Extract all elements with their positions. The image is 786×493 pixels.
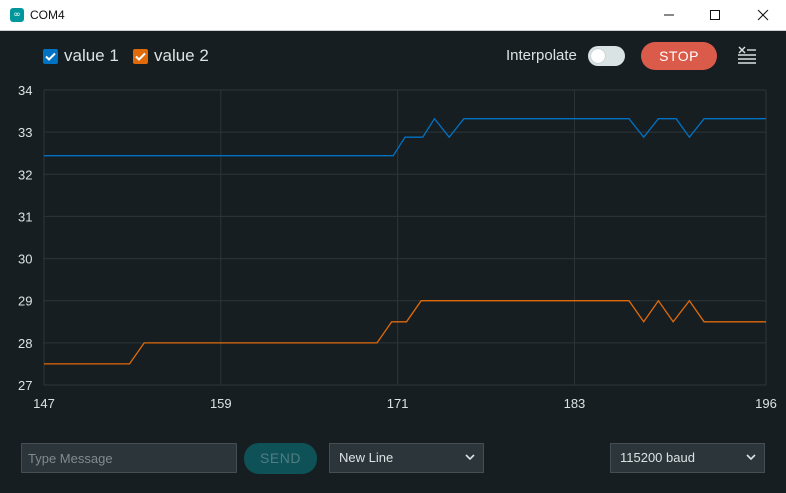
x-tick-label: 171	[387, 396, 409, 411]
maximize-button[interactable]	[692, 0, 738, 30]
check-icon	[45, 52, 56, 61]
legend-item-value-2[interactable]: value 2	[133, 46, 209, 66]
arduino-app-icon: ∞	[10, 8, 24, 22]
baud-rate-select[interactable]: 115200 baud	[610, 443, 765, 473]
send-button[interactable]: SEND	[244, 443, 317, 474]
stop-button[interactable]: STOP	[641, 42, 717, 70]
series-line-value-2	[44, 299, 766, 365]
maximize-icon	[710, 10, 720, 20]
x-tick-label: 196	[755, 396, 777, 411]
chart-series	[44, 117, 766, 365]
y-tick-label: 28	[18, 336, 32, 351]
clear-list-icon[interactable]	[737, 45, 757, 65]
y-tick-label: 34	[18, 83, 32, 98]
check-icon	[135, 52, 146, 61]
value-2-label: value 2	[154, 46, 209, 65]
value-2-checkbox[interactable]	[133, 48, 148, 64]
y-tick-label: 32	[18, 167, 32, 182]
serial-plot-chart: 27 28 29 30 31 32 33 34 147 159 171 183 196	[18, 83, 777, 411]
interpolate-toggle[interactable]	[588, 46, 625, 66]
chevron-down-icon	[746, 454, 756, 461]
x-tick-label: 183	[564, 396, 586, 411]
close-icon	[757, 9, 769, 21]
y-tick-label: 33	[18, 125, 32, 140]
interpolate-label: Interpolate	[506, 47, 577, 64]
value-1-checkbox[interactable]	[43, 48, 58, 64]
line-ending-select[interactable]: New Line	[329, 443, 484, 473]
chevron-down-icon	[465, 454, 475, 461]
series-line-value-1	[44, 117, 766, 157]
legend-item-value-1[interactable]: value 1	[43, 46, 119, 66]
y-tick-label: 30	[18, 252, 32, 267]
x-axis-ticks: 147 159 171 183 196	[33, 396, 777, 411]
message-input[interactable]	[21, 443, 237, 473]
window-title: COM4	[30, 8, 65, 22]
x-tick-label: 147	[33, 396, 55, 411]
close-button[interactable]	[740, 0, 786, 30]
minimize-button[interactable]	[646, 0, 692, 30]
title-bar: ∞ COM4	[0, 0, 786, 31]
y-tick-label: 27	[18, 378, 32, 393]
chart-grid	[43, 89, 767, 386]
y-tick-label: 31	[18, 209, 32, 224]
y-tick-label: 29	[18, 294, 32, 309]
y-axis-ticks: 27 28 29 30 31 32 33 34	[18, 83, 32, 393]
minimize-icon	[664, 14, 674, 16]
baud-rate-value: 115200 baud	[620, 450, 695, 465]
value-1-label: value 1	[64, 46, 119, 65]
toggle-knob	[591, 49, 605, 63]
line-ending-value: New Line	[339, 450, 394, 465]
x-tick-label: 159	[210, 396, 232, 411]
